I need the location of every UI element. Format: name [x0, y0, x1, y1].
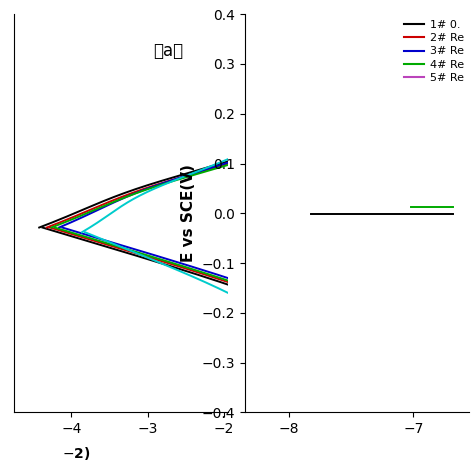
Text: $-$2): $-$2)	[62, 445, 90, 462]
Legend: 1# 0., 2# Re, 3# Re, 4# Re, 5# Re: 1# 0., 2# Re, 3# Re, 4# Re, 5# Re	[400, 15, 468, 88]
Y-axis label: E vs SCE(V): E vs SCE(V)	[181, 164, 196, 262]
Text: （a）: （a）	[153, 42, 183, 60]
